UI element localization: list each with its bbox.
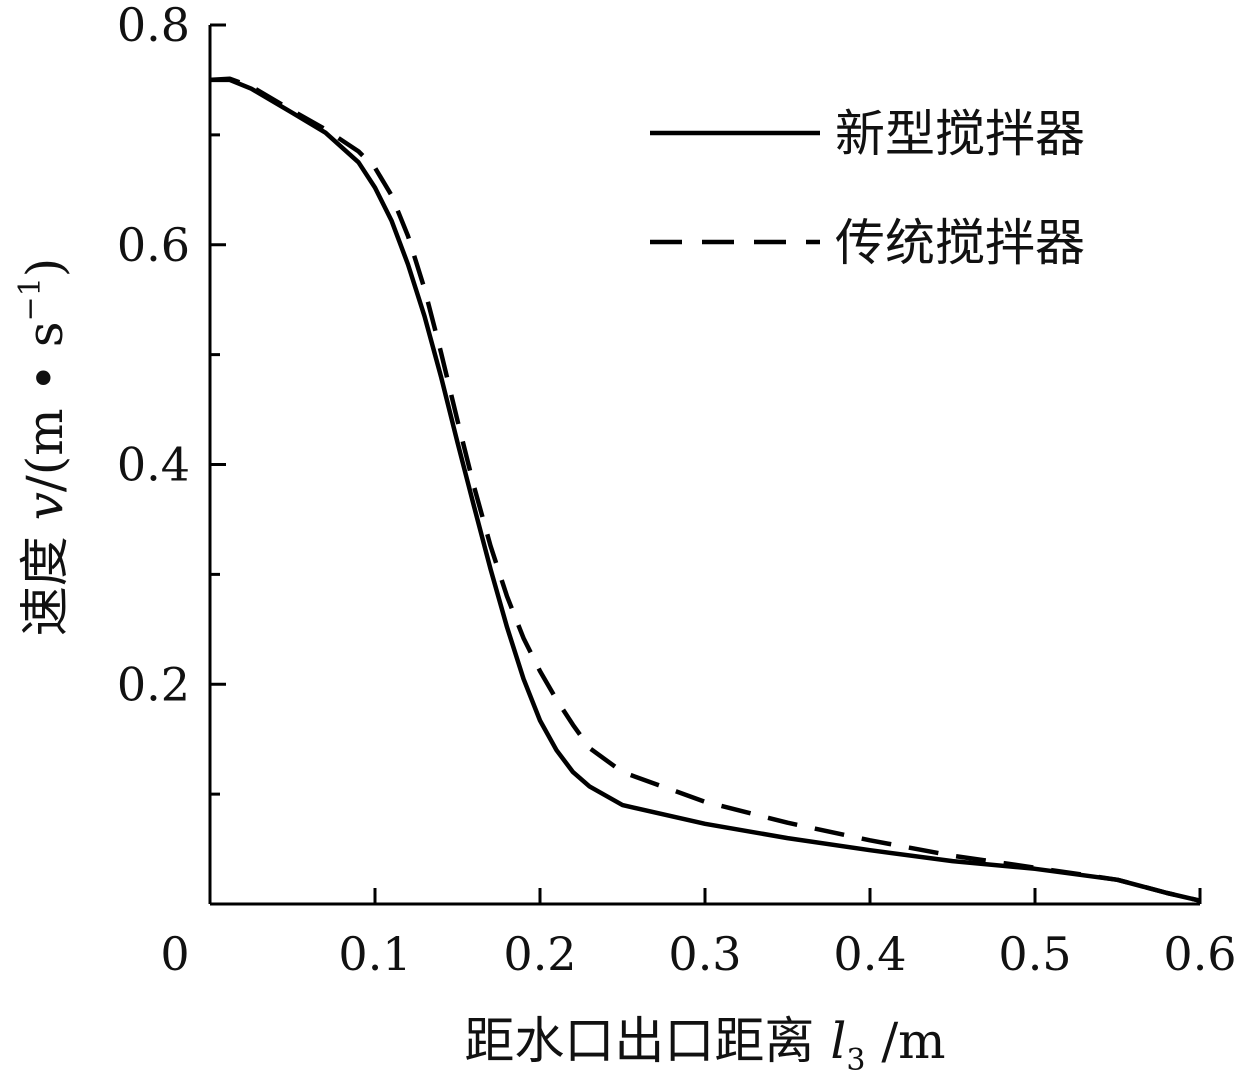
series-layer <box>209 76 1201 903</box>
y-axis-title-main: 速度 <box>16 520 74 636</box>
x-axis-title-sub: 3 <box>846 1043 865 1074</box>
x-tick-label: 0.1 <box>338 927 411 981</box>
x-tick-label: 0.6 <box>1163 927 1236 981</box>
y-axis-title: 速度 v/(m • s−1) <box>13 258 74 637</box>
x-axis-title: 距水口出口距离 l3 /m <box>464 1012 945 1074</box>
y-tick-label: 0.2 <box>117 657 190 711</box>
x-tick-label: 0.5 <box>998 927 1071 981</box>
axes: 0 0.1 0.2 0.3 0.4 0.5 0.6 0.2 0.4 0.6 0.8 <box>117 0 1237 981</box>
y-axis-title-var: v <box>16 492 74 520</box>
series-line-2 <box>209 76 1201 903</box>
x-axis-title-main: 距水口出口距离 <box>464 1012 830 1070</box>
y-axis-title-unit-sup: −1 <box>13 277 48 321</box>
x-tick-label: 0 <box>160 927 189 981</box>
y-tick-label: 0.8 <box>117 0 190 52</box>
x-tick-label: 0.4 <box>833 927 906 981</box>
legend-label-1: 新型搅拌器 <box>835 105 1085 163</box>
x-tick-label: 0.3 <box>668 927 741 981</box>
x-tick-label: 0.2 <box>503 927 576 981</box>
y-tick-label: 0.4 <box>117 438 190 492</box>
y-tick-label: 0.6 <box>117 218 190 272</box>
series-line-1 <box>210 77 1201 903</box>
x-axis-title-var: l <box>830 1012 846 1070</box>
y-axis-title-unit-close: ) <box>16 258 74 278</box>
legend-label-2: 传统搅拌器 <box>835 214 1085 272</box>
y-axis-title-unit-open: /(m • s <box>16 321 74 492</box>
x-axis-title-unit: /m <box>865 1012 945 1070</box>
